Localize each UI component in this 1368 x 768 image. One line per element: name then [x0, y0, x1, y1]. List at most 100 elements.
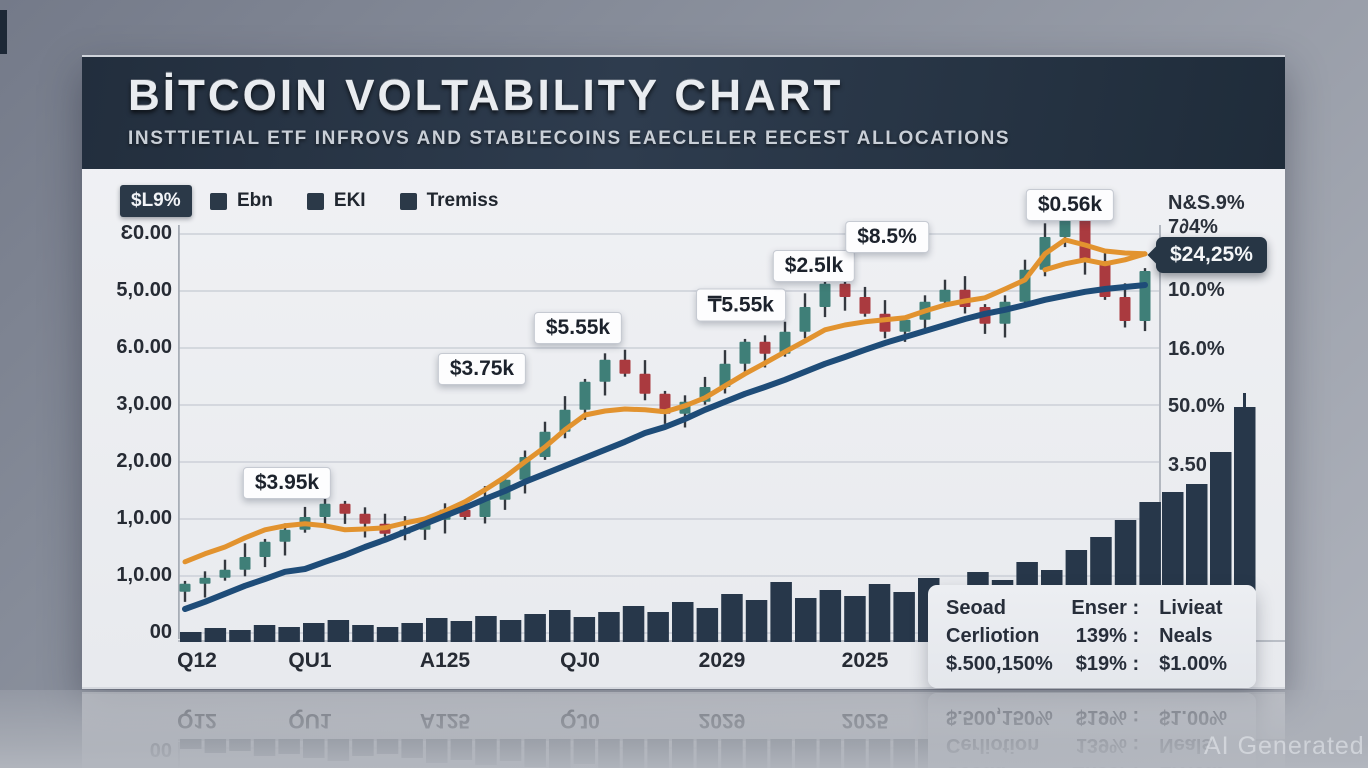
chart-card: BİTCOIN VOLTABILITY CHART INSTTIETIAL ET… [82, 55, 1285, 689]
candle-down [359, 513, 371, 524]
chart-card: BİTCOIN VOLTABILITY CHART INSTTIETIAL ET… [82, 692, 1285, 768]
table-cell: Cerliotion [946, 625, 1040, 647]
legend-item: Ebn [210, 190, 273, 212]
table-cell: $1.00% [1159, 653, 1228, 675]
x-axis-tick: Q12 [177, 649, 217, 672]
candle-up [1059, 217, 1071, 237]
x-axis-tick: 2029 [698, 649, 746, 672]
volume-bar [549, 610, 571, 642]
volume-bar [524, 614, 546, 642]
y-axis-tick: 6.0.00 [116, 336, 172, 358]
volume-bar [253, 625, 276, 642]
corner-accent [0, 10, 7, 54]
candle-up [319, 503, 331, 517]
candle-up [279, 529, 291, 542]
volume-bar [598, 612, 620, 642]
table-cell: Neals [1159, 625, 1213, 647]
candle-down [879, 313, 891, 332]
volume-bar [573, 617, 596, 642]
legend: Ebn EKI Tremiss [210, 190, 498, 212]
candle-down [839, 283, 851, 297]
right-axis-tick: 16.0% [1168, 338, 1225, 360]
y-axis-tick: 3,0.00 [116, 393, 172, 415]
y-axis-tick: 1,0.00 [116, 507, 172, 529]
candle-up [739, 341, 751, 364]
volume-bar [352, 625, 374, 642]
volume-bar [893, 592, 915, 642]
right-axis-tick: N&S.9% [1168, 192, 1245, 214]
volume-bar [819, 590, 842, 642]
x-axis-tick: 2025 [841, 649, 889, 672]
candle-up [239, 557, 251, 570]
volume-bar [426, 618, 448, 642]
candle-up [899, 319, 911, 332]
header-band: BİTCOIN VOLTABILITY CHART INSTTIETIAL ET… [82, 57, 1285, 169]
candle-up [939, 289, 951, 302]
candle-up [179, 583, 191, 592]
table-cell: $.500,150% [946, 653, 1053, 675]
volume-bar [721, 594, 743, 642]
candle-up [819, 283, 831, 307]
table-cell: Enser : [1071, 597, 1140, 619]
candle-up [579, 381, 591, 410]
legend-swatch-icon [306, 192, 324, 210]
volume-bar [647, 612, 669, 642]
volume-bar [672, 602, 694, 642]
table-cell: 139% : [1075, 625, 1140, 647]
volume-bar [622, 606, 645, 642]
y-axis-tick: 5,0.00 [116, 279, 172, 301]
legend-label: Ebn [237, 190, 273, 211]
y-axis-tick: Ɛ0.00 [120, 222, 172, 244]
y-axis-tick: 2,0.00 [116, 450, 172, 472]
x-axis-tick: QJ0 [560, 649, 600, 672]
legend-swatch-icon [399, 192, 417, 210]
price-callout: $3.95k [242, 467, 332, 499]
right-axis-tick: 50.0% [1168, 395, 1225, 417]
ma-fast-line [182, 237, 1148, 565]
price-callout: $0.56k [1025, 189, 1115, 221]
price-callout: $3.75k [437, 353, 527, 385]
page-subtitle: INSTTIETIAL ETF INFROVS AND STABĽECOINS … [128, 128, 1011, 149]
volume-bar [745, 600, 768, 642]
candle-up [599, 359, 611, 382]
candle-down [639, 373, 651, 394]
legend-swatch-icon [210, 192, 227, 210]
volume-bar [229, 630, 251, 642]
candle-down [1119, 297, 1131, 321]
candle-up [259, 541, 271, 557]
volume-bar [401, 623, 423, 642]
volume-bar-right [1234, 407, 1256, 642]
volume-bar [327, 620, 350, 642]
volume-bar [475, 616, 497, 642]
y-axis-tick: 00 [149, 621, 172, 643]
right-axis-tick: 3.50 [1168, 454, 1207, 476]
legend-label: Tremiss [426, 190, 499, 211]
current-price-flag: $24,25% [1156, 237, 1267, 273]
volume-bar [303, 623, 325, 642]
ma-fast-branch-line [1042, 251, 1148, 273]
volume-bar [868, 584, 891, 642]
price-callout: $8.5% [845, 221, 929, 253]
volume-bar [450, 621, 473, 642]
volume-bar [844, 596, 866, 642]
candle-down [1079, 217, 1091, 261]
volume-bar [180, 632, 202, 642]
candle-up [1139, 271, 1151, 321]
legend-label: EKI [333, 190, 366, 211]
volume-bar [376, 627, 399, 642]
candle-down [859, 297, 871, 314]
ai-generated-watermark: AI Generated [1204, 732, 1365, 760]
candle-up [719, 363, 731, 387]
price-callout: $2.5lk [772, 250, 856, 282]
candle-up [199, 577, 211, 584]
candle-down [759, 341, 771, 354]
right-axis-tick: 10.0% [1168, 279, 1225, 301]
candle-up [799, 307, 811, 332]
ma-slow-line [182, 282, 1148, 612]
candle-up [479, 499, 491, 517]
price-callout: $5.55k [533, 312, 623, 344]
table-cell: Seoad [946, 597, 1007, 619]
candle-down [619, 359, 631, 374]
summary-table: Seoad Cerliotion $.500,150% Enser : 139%… [928, 585, 1256, 688]
legend-item: EKI [306, 190, 366, 212]
